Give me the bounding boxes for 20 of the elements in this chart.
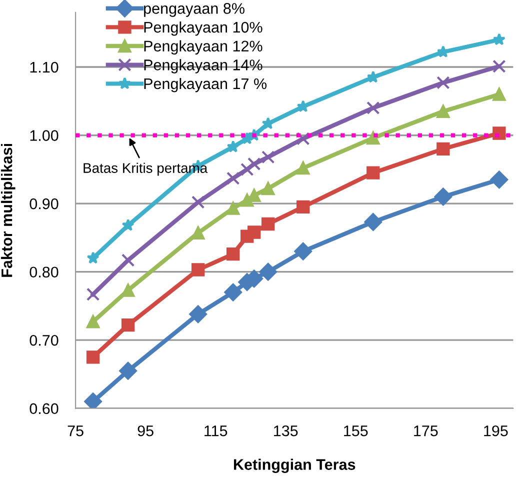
y-tick-label: 1.10	[30, 62, 58, 73]
x-tick-label: 115	[204, 426, 228, 436]
x-tick-label: 155	[344, 426, 368, 436]
x-tick-label: 175	[414, 426, 438, 436]
legend-label: Pengkayaan 12%	[144, 40, 262, 55]
x-tick-label: 195	[484, 425, 508, 436]
x-axis-title: Ketinggian Teras	[234, 458, 356, 474]
x-tick-label: 135	[274, 425, 298, 436]
legend-label: Pengkayaan 14%	[144, 59, 262, 74]
y-tick-label: 0.80	[30, 266, 58, 278]
legend-label: Pengkayaan 17 %	[144, 78, 267, 92]
y-tick-label: 1.00	[30, 130, 58, 141]
y-tick-label: 0.90	[30, 198, 58, 210]
y-tick-label: 0.70	[30, 334, 58, 346]
x-tick-label: 75	[68, 426, 84, 436]
y-tick-label: 0.60	[30, 403, 58, 414]
y-axis-title: Faktor multiplikasi	[1, 144, 16, 277]
x-tick-label: 95	[138, 425, 154, 436]
legend-label: pengayaan 8%	[144, 3, 244, 17]
legend-label: Pengkayaan 10%	[144, 21, 262, 36]
